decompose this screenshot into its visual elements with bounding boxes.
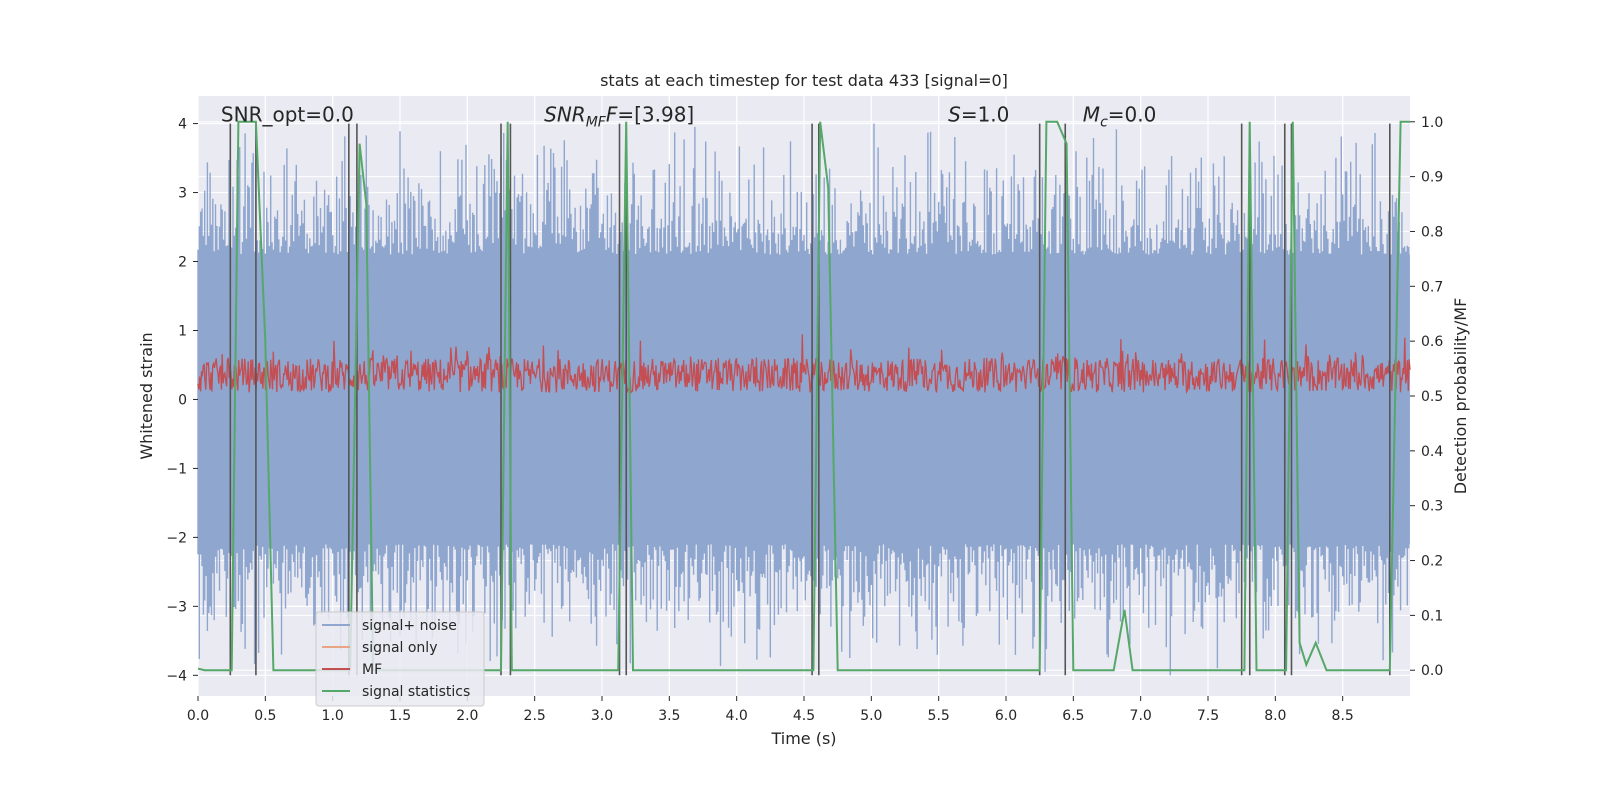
x-tick-label: 1.5 — [389, 708, 411, 724]
y-tick-label: 1 — [178, 323, 187, 339]
x-tick-label: 7.5 — [1197, 708, 1219, 724]
legend-label: signal statistics — [362, 684, 470, 700]
x-tick-label: 4.5 — [793, 708, 815, 724]
x-axis-label: Time (s) — [770, 729, 836, 748]
y-right-tick-label: 0.7 — [1421, 279, 1443, 295]
tick-labels: 0.0 0.5 1.0 1.5 2.0 2.5 3.0 3.5 4.0 4.5 5.0 5.5 6.0 6… — [166, 115, 1443, 724]
series-layer — [197, 123, 1411, 676]
x-tick-label: 5.0 — [860, 708, 882, 724]
y-right-tick-label: 0.5 — [1421, 389, 1443, 405]
y-tick-label: 0 — [178, 392, 187, 408]
y-right-tick-label: 0.4 — [1421, 444, 1443, 460]
y-right-tick-label: 0.9 — [1421, 170, 1443, 186]
x-tick-label: 5.5 — [928, 708, 950, 724]
legend-label: MF — [362, 662, 382, 678]
annotation-2: S=1.0 — [948, 103, 1009, 127]
y-tick-label: 4 — [178, 117, 187, 133]
legend-box — [315, 611, 485, 707]
y-tick-label: −4 — [166, 668, 187, 684]
x-tick-label: 0.0 — [187, 708, 209, 724]
y-right-tick-label: 0.2 — [1421, 554, 1443, 570]
x-tick-label: 2.5 — [524, 708, 546, 724]
chart-title: stats at each timestep for test data 433… — [600, 71, 1008, 90]
y-right-tick-label: 0.3 — [1421, 499, 1443, 515]
x-tick-label: 3.0 — [591, 708, 613, 724]
x-tick-label: 6.5 — [1062, 708, 1084, 724]
annotation-3: Mc=0.0 — [1083, 103, 1157, 131]
legend-label: signal only — [362, 640, 437, 656]
annotation-0: SNR_opt=0.0 — [221, 103, 354, 127]
y-right-tick-label: 1.0 — [1421, 115, 1443, 131]
annotations: SNR_opt=0.0 SNRMFF=[3.98] S=1.0 Mc=0.0 — [221, 103, 1156, 131]
y-right-tick-label: 0.8 — [1421, 224, 1443, 240]
y-tick-label: 2 — [178, 255, 187, 271]
x-tick-label: 2.0 — [456, 708, 478, 724]
annotation-1: SNRMFF=[3.98] — [544, 103, 694, 131]
y-right-tick-label: 0.6 — [1421, 334, 1443, 350]
x-tick-label: 0.5 — [254, 708, 276, 724]
y-right-tick-label: 0.0 — [1421, 663, 1443, 679]
y-tick-label: 3 — [178, 186, 187, 202]
x-tick-label: 8.5 — [1332, 708, 1354, 724]
x-tick-label: 3.5 — [658, 708, 680, 724]
y-tick-label: −3 — [166, 599, 187, 615]
y-axis-label: Whitened strain — [137, 332, 156, 459]
x-tick-label: 6.0 — [995, 708, 1017, 724]
mf-line — [197, 334, 1411, 395]
x-tick-label: 1.0 — [322, 708, 344, 724]
x-tick-label: 7.0 — [1130, 708, 1152, 724]
y-right-tick-label: 0.1 — [1421, 608, 1443, 624]
y-tick-label: −1 — [166, 461, 187, 477]
signal-noise-line — [197, 123, 1410, 676]
y-right-axis-label: Detection probability/MF — [1451, 298, 1470, 495]
legend-label: signal+ noise — [362, 618, 457, 634]
y-tick-label: −2 — [166, 530, 187, 546]
x-tick-label: 8.0 — [1264, 708, 1286, 724]
legend: signal+ noise signal only MF signal statist… — [315, 611, 485, 707]
x-tick-label: 4.0 — [726, 708, 748, 724]
